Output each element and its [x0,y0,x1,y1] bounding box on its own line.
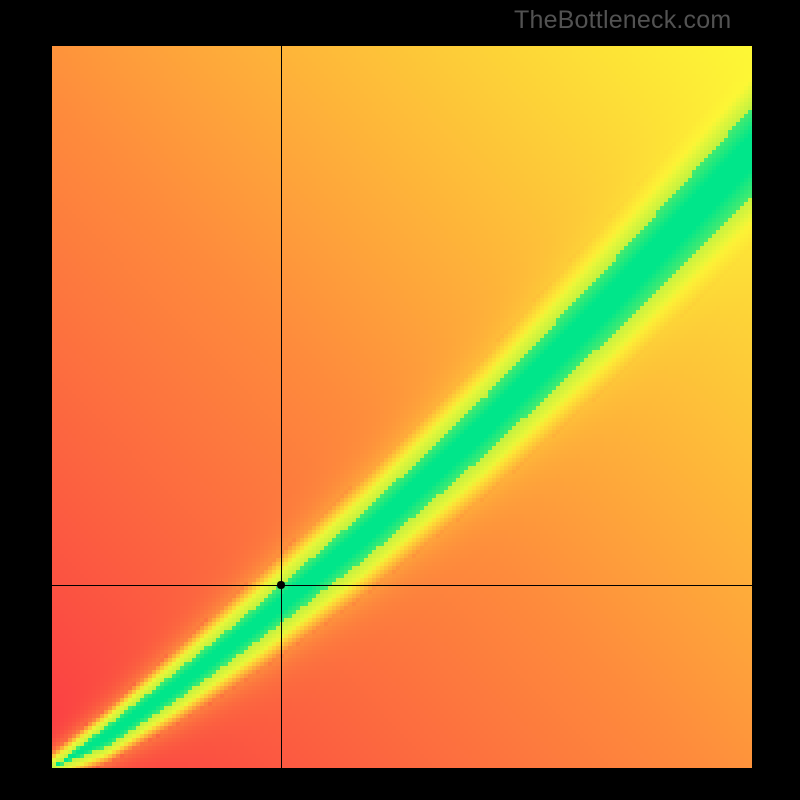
watermark-text: TheBottleneck.com [514,6,731,35]
heatmap-canvas [52,46,752,768]
